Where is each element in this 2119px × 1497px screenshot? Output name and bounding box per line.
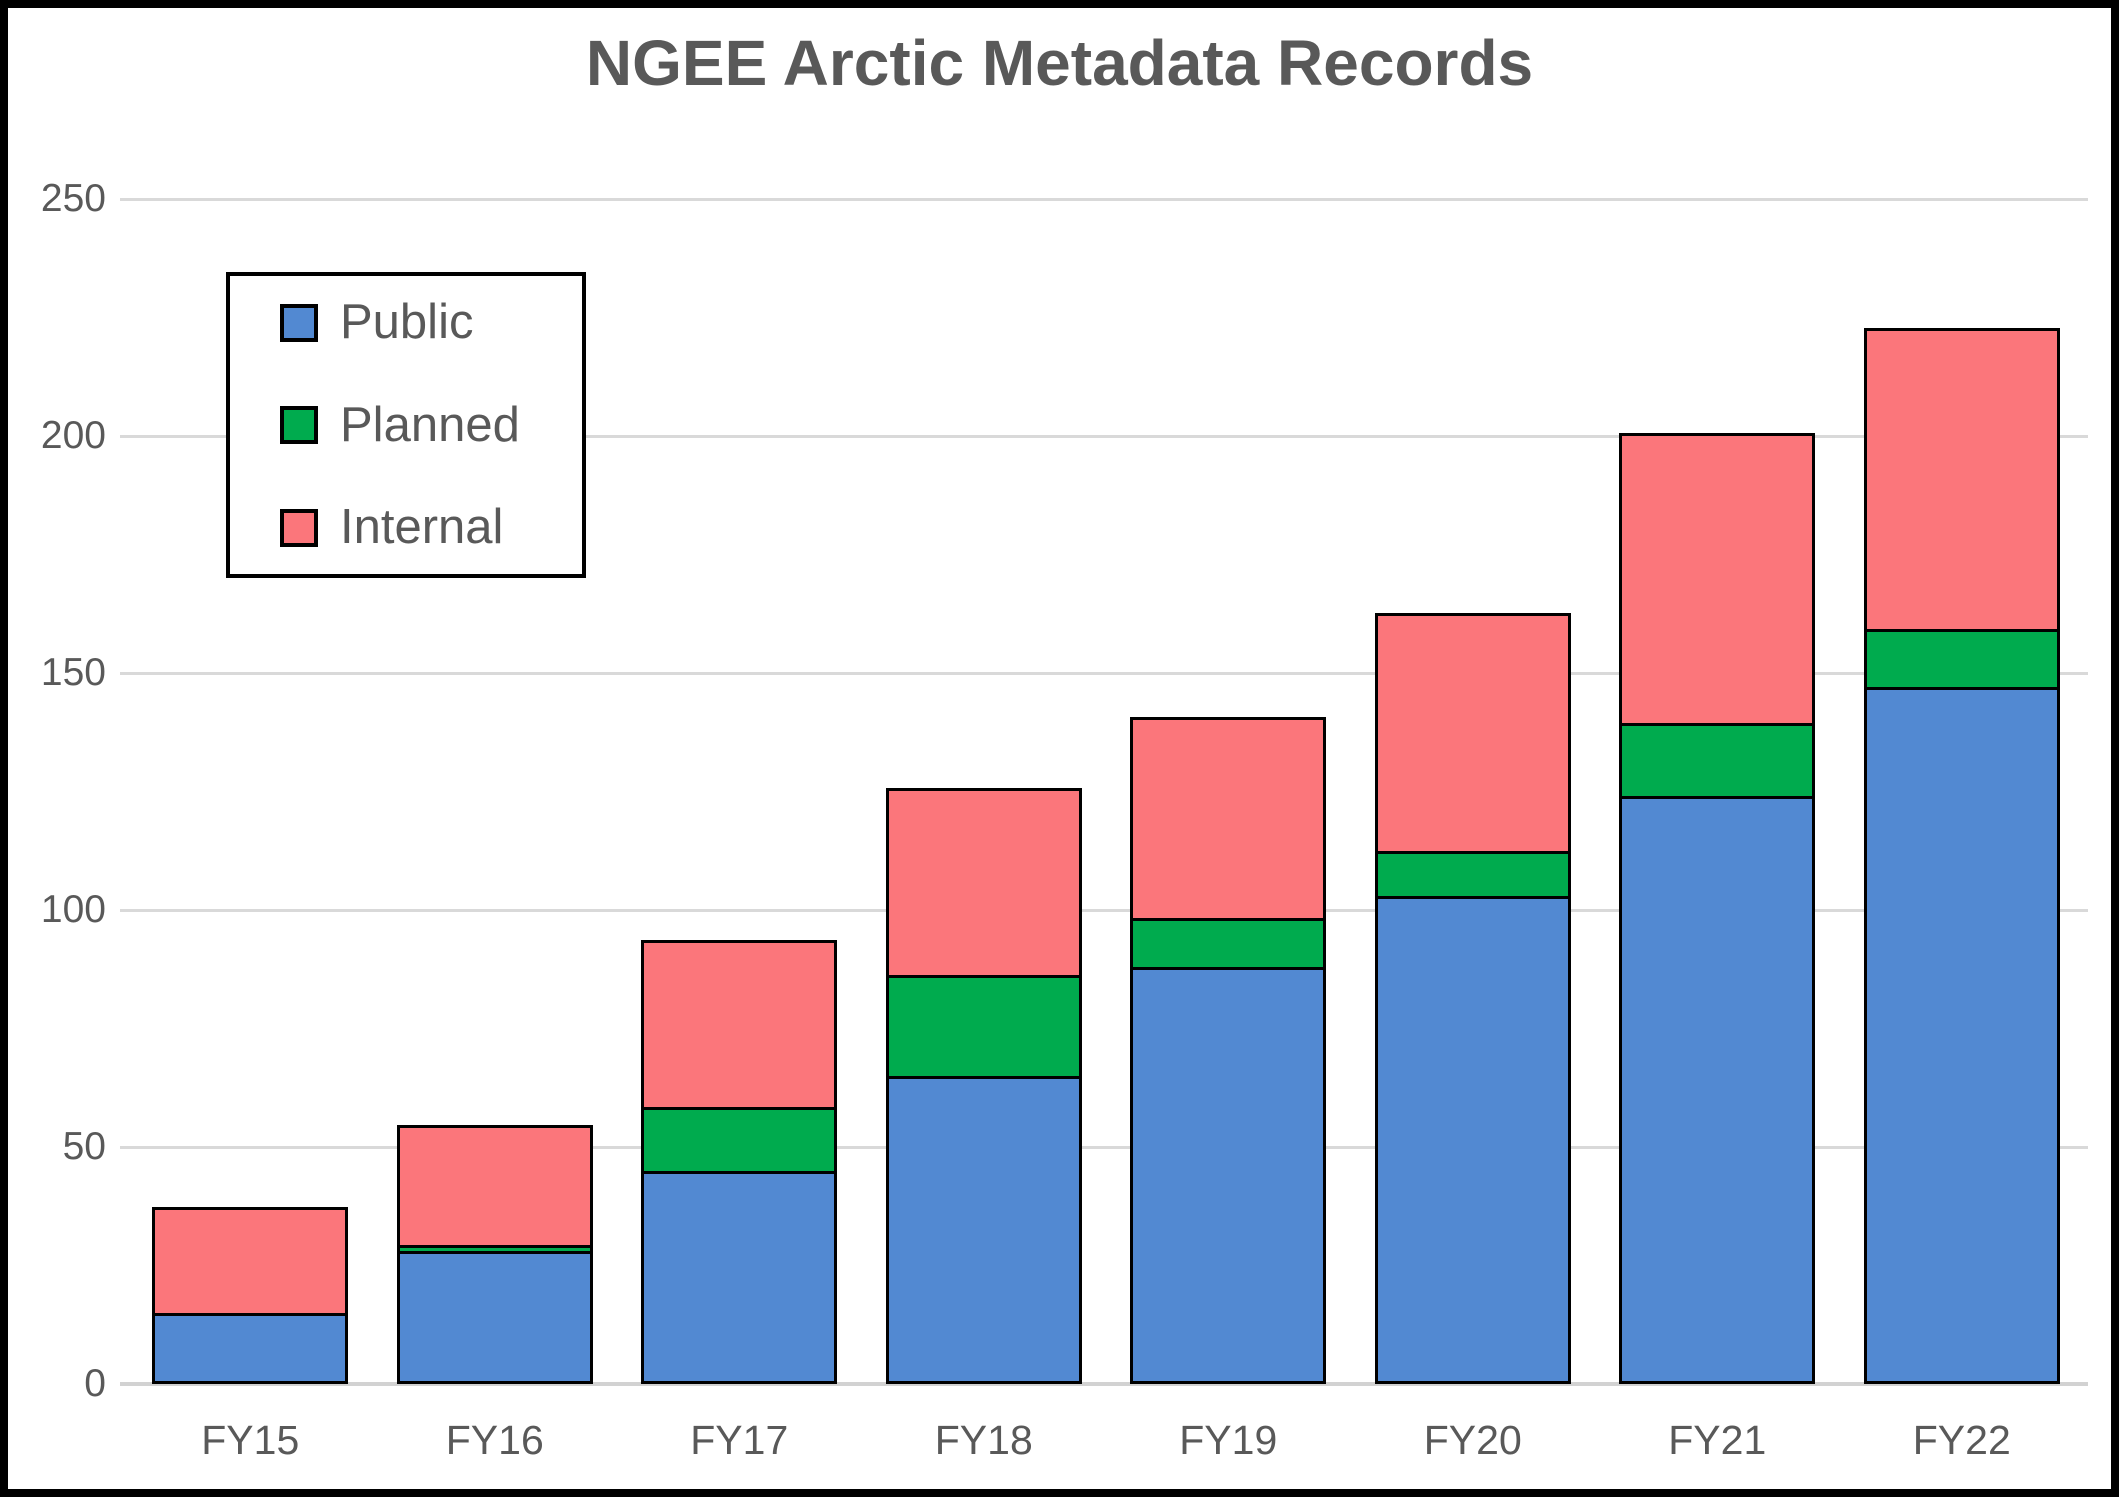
bar-segment-internal — [1619, 432, 1816, 727]
x-tick-label: FY22 — [1912, 1417, 2011, 1463]
legend: Public Planned Internal — [226, 272, 586, 578]
bar-fy17 — [641, 939, 838, 1384]
legend-item-planned: Planned — [280, 397, 582, 452]
bar-segment-internal — [641, 939, 838, 1111]
bar-fy16 — [396, 1124, 593, 1384]
bar-fy21 — [1619, 432, 1816, 1384]
x-tick-label: FY19 — [1179, 1417, 1278, 1463]
gridline — [120, 1145, 2088, 1149]
bar-segment-public — [1374, 895, 1571, 1384]
gridline — [120, 1382, 2088, 1386]
x-tick-label: FY17 — [690, 1417, 789, 1463]
bar-fy22 — [1863, 328, 2060, 1384]
legend-label: Planned — [340, 397, 520, 452]
legend-label: Internal — [340, 500, 504, 554]
bar-segment-planned — [1863, 628, 2060, 691]
x-tick-label: FY20 — [1423, 1417, 1522, 1463]
legend-swatch-internal-icon — [280, 508, 318, 547]
bar-segment-planned — [1619, 723, 1816, 800]
y-tick-label: 50 — [62, 1125, 106, 1168]
bar-segment-internal — [152, 1206, 349, 1316]
plot-area — [120, 197, 2088, 1386]
legend-label: Public — [340, 295, 474, 349]
bar-segment-planned — [885, 974, 1082, 1079]
gridline — [120, 671, 2088, 675]
bar-segment-planned — [1374, 851, 1571, 899]
gridline — [120, 908, 2088, 912]
x-tick-label: FY16 — [445, 1417, 544, 1463]
bar-segment-internal — [885, 788, 1082, 978]
y-tick-label: 200 — [40, 414, 106, 457]
bar-segment-public — [1130, 966, 1327, 1384]
x-tick-label: FY18 — [934, 1417, 1033, 1463]
y-tick-label: 250 — [40, 177, 106, 220]
chart-title: NGEE Arctic Metadata Records — [585, 27, 1534, 99]
y-tick-label: 100 — [40, 888, 106, 931]
bar-segment-internal — [396, 1124, 593, 1248]
gridline — [120, 197, 2088, 201]
bar-segment-public — [641, 1170, 838, 1384]
x-tick-label: FY21 — [1668, 1417, 1767, 1463]
bar-fy15 — [152, 1206, 349, 1384]
bar-segment-planned — [1130, 917, 1327, 970]
bar-segment-internal — [1863, 328, 2060, 632]
legend-swatch-planned-icon — [280, 406, 318, 444]
legend-item-public: Public — [280, 298, 582, 347]
bar-fy19 — [1130, 716, 1327, 1384]
legend-item-internal: Internal — [280, 503, 582, 552]
bar-fy18 — [885, 788, 1082, 1384]
bar-segment-planned — [641, 1107, 838, 1174]
legend-swatch-public-icon — [280, 303, 318, 342]
bar-segment-public — [396, 1251, 593, 1384]
gridline — [120, 434, 2088, 438]
x-tick-label: FY15 — [201, 1417, 300, 1463]
bar-segment-public — [152, 1312, 349, 1384]
bar-segment-public — [1863, 687, 2060, 1384]
y-tick-label: 150 — [40, 651, 106, 694]
bar-segment-internal — [1130, 716, 1327, 921]
y-tick-label: 0 — [84, 1362, 106, 1405]
bar-segment-public — [885, 1075, 1082, 1384]
bar-segment-internal — [1374, 612, 1571, 855]
bar-fy20 — [1374, 612, 1571, 1384]
bar-segment-public — [1619, 796, 1816, 1384]
